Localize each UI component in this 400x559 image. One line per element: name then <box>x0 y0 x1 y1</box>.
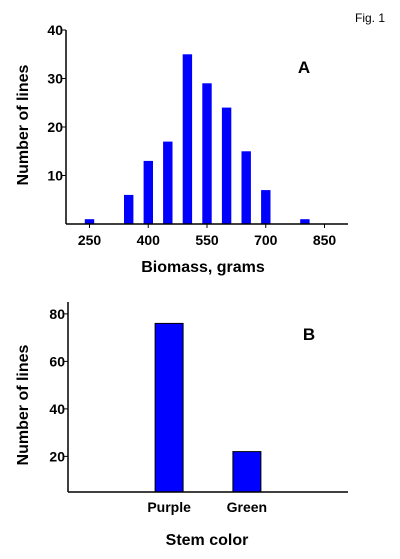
panel-a-y-ticks: 10 20 30 40 <box>47 22 66 184</box>
panel-b-x-tick-label: Green <box>227 499 267 515</box>
panel-b-bar-chart: Purple Green 20 40 60 80 B Stem color Number… <box>15 302 348 549</box>
panel-a-bar <box>202 83 212 224</box>
panel-a-bar <box>163 141 173 224</box>
panel-a-y-tick-label: 30 <box>47 71 63 87</box>
panel-a-bar <box>221 107 232 224</box>
panel-b-x-tick-label: Purple <box>147 499 191 515</box>
panel-a-x-tick-label: 250 <box>78 232 102 248</box>
panel-a-x-tick-label: 700 <box>254 232 278 248</box>
panel-a-y-tick-label: 20 <box>47 119 63 135</box>
panel-a-x-tick-label: 550 <box>195 232 219 248</box>
panel-a-bar <box>261 190 271 224</box>
panel-a-y-tick-label: 40 <box>47 22 63 38</box>
panel-b-bar <box>232 451 262 493</box>
panel-a-histogram: 250 400 550 700 850 10 20 30 40 A Biomass, gram… <box>15 22 348 276</box>
panel-a-y-tick-label: 10 <box>47 168 63 184</box>
panel-a-bar <box>182 54 193 225</box>
panel-a-x-axis-title: Biomass, grams <box>141 259 265 276</box>
panel-b-y-axis-title: Number of lines <box>15 344 32 465</box>
panel-b-axes <box>67 302 348 493</box>
panel-b-y-tick-label: 40 <box>49 401 65 417</box>
panel-b-letter: B <box>303 325 315 344</box>
panel-a-bar <box>300 219 310 224</box>
panel-b-bar <box>154 322 184 493</box>
panel-b-y-tick-label: 60 <box>49 353 65 369</box>
panel-a-letter: A <box>298 58 310 77</box>
panel-a-bar <box>143 160 153 224</box>
panel-a-x-tick-label: 850 <box>313 232 337 248</box>
panel-b-y-tick-label: 20 <box>49 448 65 464</box>
panel-b-y-ticks: 20 40 60 80 <box>49 306 68 464</box>
panel-a-bars <box>84 54 310 225</box>
panel-a-bar <box>241 151 251 225</box>
panel-b-x-ticks: Purple Green <box>147 499 267 515</box>
panel-a-bar <box>84 219 95 224</box>
panel-b-bars <box>154 322 262 493</box>
panel-a-bar <box>124 194 134 224</box>
panel-b-x-axis-title: Stem color <box>166 532 249 549</box>
figure-label: Fig. 1 <box>355 11 385 25</box>
panel-a-x-ticks: 250 400 550 700 850 <box>78 224 337 248</box>
panel-b-y-tick-label: 80 <box>49 306 65 322</box>
panel-a-y-axis-title: Number of lines <box>15 64 32 185</box>
panel-a-x-tick-label: 400 <box>137 232 161 248</box>
